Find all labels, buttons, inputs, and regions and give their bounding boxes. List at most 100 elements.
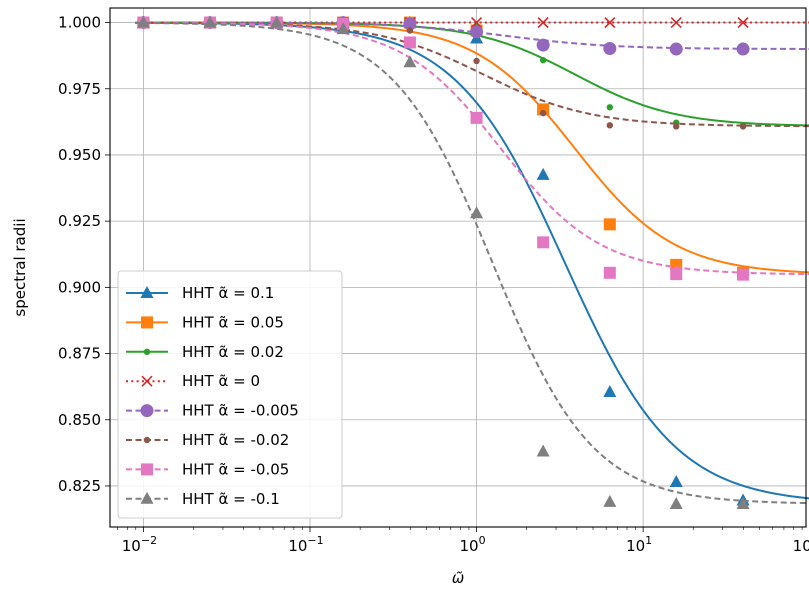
- y-tick-label: 0.825: [58, 477, 101, 495]
- legend-label: HHT α̃ = 0: [182, 372, 260, 390]
- x-marker-stroke: [737, 16, 749, 29]
- legend-marker: [140, 286, 154, 298]
- data-point: [539, 56, 547, 64]
- data-point: [403, 17, 417, 31]
- data-point: [603, 266, 616, 279]
- legend-label: HHT α̃ = 0.05: [182, 313, 284, 331]
- x-axis-ticks: 10−2 10−1 100 101 102: [117, 527, 809, 555]
- data-point: [403, 36, 416, 49]
- legend-label: HHT α̃ = 0.1: [182, 284, 274, 302]
- y-tick-label: 0.975: [58, 80, 101, 98]
- series-line: [135, 21, 809, 500]
- legend-item: HHT α̃ = -0.005: [126, 402, 299, 420]
- legend-box: [117, 270, 343, 519]
- legend-item: HHT α̃ = 0: [126, 372, 260, 390]
- series-6: [135, 16, 809, 281]
- data-point: [203, 15, 217, 28]
- x-tick-label: 100: [460, 534, 486, 555]
- data-point: [403, 55, 417, 68]
- data-point: [739, 123, 747, 130]
- series-line: [135, 21, 809, 127]
- data-point: [537, 16, 549, 29]
- series-7: [135, 15, 809, 509]
- x-marker-stroke: [670, 16, 682, 29]
- data-point: [669, 42, 683, 56]
- legend-label: HHT α̃ = -0.05: [182, 460, 289, 478]
- y-tick-label: 0.875: [58, 345, 101, 363]
- data-point: [673, 123, 680, 130]
- legend-marker: [140, 404, 154, 418]
- x-tick-label: 10−1: [288, 534, 323, 555]
- data-point: [470, 206, 484, 219]
- series-line: [135, 21, 809, 128]
- y-axis-label: spectral radii: [11, 218, 29, 316]
- series-1: [135, 16, 809, 279]
- series-line: [135, 21, 809, 274]
- data-point: [603, 384, 617, 397]
- data-point: [536, 444, 550, 457]
- legend-marker: [140, 491, 154, 504]
- data-point: [604, 16, 616, 29]
- data-point: [471, 16, 483, 29]
- data-point: [669, 474, 683, 487]
- x-tick-label: 101: [626, 534, 652, 555]
- data-point: [670, 16, 682, 29]
- data-point: [470, 111, 483, 124]
- data-point: [536, 167, 550, 180]
- x-tick-label: 10−2: [122, 534, 157, 555]
- data-point: [736, 42, 750, 56]
- legend-item: HHT α̃ = 0.05: [126, 313, 284, 331]
- legend-marker: [143, 348, 151, 355]
- x-marker-stroke: [471, 16, 483, 29]
- data-point: [737, 16, 749, 29]
- y-tick-label: 1.000: [58, 14, 101, 32]
- legend-label: HHT α̃ = -0.02: [182, 431, 289, 449]
- y-tick-label: 0.925: [58, 212, 101, 230]
- legend-label: HHT α̃ = -0.005: [182, 402, 299, 420]
- data-point: [406, 27, 414, 34]
- legend-item: HHT α̃ = -0.05: [126, 460, 289, 478]
- data-point: [603, 42, 617, 56]
- series-layer: [135, 15, 809, 509]
- legend-item: HHT α̃ = -0.1: [126, 490, 280, 508]
- legend-marker: [141, 375, 153, 387]
- data-point: [603, 218, 616, 231]
- x-tick-label: 102: [793, 534, 809, 555]
- plot-frame: [109, 7, 807, 528]
- x-marker-stroke: [141, 375, 153, 387]
- data-point: [539, 109, 547, 117]
- legend-item: HHT α̃ = 0.1: [126, 284, 274, 302]
- data-point: [270, 15, 284, 28]
- legend: HHT α̃ = 0.1 HHT α̃ = 0.05 HHT α̃ = 0.02 HH…: [117, 270, 343, 519]
- legend-item: HHT α̃ = -0.02: [126, 431, 289, 449]
- data-point: [536, 38, 550, 52]
- legend-marker: [143, 436, 151, 444]
- legend-item: HHT α̃ = 0.02: [126, 343, 284, 361]
- data-point: [670, 268, 683, 281]
- legend-marker: [141, 463, 153, 476]
- data-point: [537, 236, 550, 249]
- y-tick-label: 0.900: [58, 278, 101, 296]
- data-point: [606, 122, 614, 129]
- data-point: [606, 104, 614, 111]
- data-point: [603, 494, 617, 507]
- data-point: [136, 15, 150, 28]
- data-point: [473, 57, 480, 65]
- x-marker-stroke: [604, 16, 616, 29]
- series-line: [135, 21, 809, 276]
- x-axis-label: ω̃: [452, 569, 465, 587]
- series-line: [135, 21, 809, 505]
- data-point: [737, 268, 750, 281]
- data-point: [736, 496, 750, 509]
- data-point: [470, 25, 484, 39]
- y-tick-label: 0.950: [58, 146, 101, 164]
- y-axis-ticks: 0.825 0.850 0.875 0.900 0.925 0.950 0.975 1.000: [58, 14, 110, 495]
- data-point: [336, 22, 350, 35]
- x-marker-stroke: [537, 16, 549, 29]
- legend-marker: [141, 316, 153, 329]
- legend-label: HHT α̃ = 0.02: [182, 343, 284, 361]
- data-point: [669, 496, 683, 509]
- y-tick-label: 0.850: [58, 411, 101, 429]
- legend-label: HHT α̃ = -0.1: [182, 490, 280, 508]
